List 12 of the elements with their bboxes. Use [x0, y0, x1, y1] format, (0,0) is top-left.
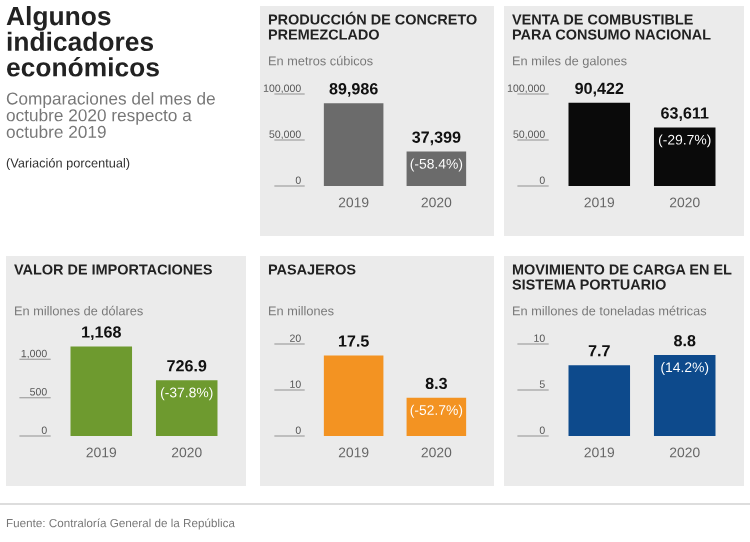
data-label: 89,986: [329, 83, 378, 97]
data-label: 726.9: [167, 360, 207, 372]
text: Comparaciones del mes de octubre 2020 respecto a octubre 2019: [6, 92, 215, 139]
data-label: 63,611: [661, 107, 709, 122]
text: Algunos indicadores económicos: [6, 6, 159, 77]
data-label: 7.7: [588, 345, 610, 357]
data-label: 17.5: [338, 335, 369, 347]
data-label: 90,422: [575, 82, 624, 97]
data-label: 37,399: [412, 131, 461, 146]
data-label: 8.3: [425, 377, 447, 390]
data-label: 1,168: [82, 326, 121, 341]
data-label: 8.8: [674, 334, 696, 347]
